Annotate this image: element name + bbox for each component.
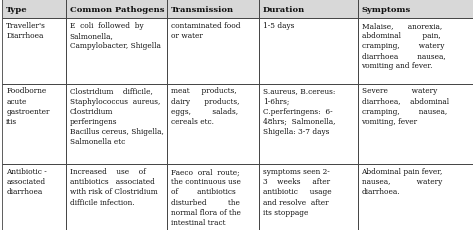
Text: Traveller's
Diarrhoea: Traveller's Diarrhoea [6,22,46,40]
Bar [358,165,473,230]
Bar [259,19,358,84]
Bar [358,84,473,165]
Text: Faeco  oral  route;
the continuous use
of        antibiotics
disturbed         t: Faeco oral route; the continuous use of … [171,167,241,226]
Bar [66,165,167,230]
Text: Antibiotic -
associated
diarrhoea: Antibiotic - associated diarrhoea [6,167,47,196]
Bar [358,19,473,84]
Bar [259,0,358,19]
Text: Common Pathogens: Common Pathogens [70,6,164,14]
Bar [167,84,259,165]
Bar [167,19,259,84]
Text: Severe          watery
diarrhoea,    abdominal
cramping,        nausea,
vomiting: Severe watery diarrhoea, abdominal cramp… [362,87,448,125]
Text: Increased    use    of
antibiotics   associated
with risk of Clostridium
diffici: Increased use of antibiotics associated … [70,167,157,206]
Text: Transmission: Transmission [171,6,234,14]
Text: S.aureus, B.cereus:
1-6hrs;
C.perferingens:  6-
48hrs;  Salmonella,
Shigella: 3-: S.aureus, B.cereus: 1-6hrs; C.perferinge… [263,87,335,135]
Bar [259,165,358,230]
Text: Clostridium    difficile,
Staphylococcus  aureus,
Clostridium
perferingens
Bacil: Clostridium difficile, Staphylococcus au… [70,87,164,145]
Text: E  coli  followed  by
Salmonella,
Campylobacter, Shigella: E coli followed by Salmonella, Campyloba… [70,22,161,50]
Bar [259,84,358,165]
Text: contaminated food
or water: contaminated food or water [171,22,240,40]
Bar [167,0,259,19]
Bar [259,0,358,19]
Text: Foodborne
acute
gastroenter
itis: Foodborne acute gastroenter itis [6,87,50,125]
Bar [358,0,473,19]
Text: 1-5 days: 1-5 days [263,22,294,30]
Text: Type: Type [6,6,28,14]
Text: Malaise,      anorexia,
abdominal         pain,
cramping,        watery
diarrhoe: Malaise, anorexia, abdominal pain, cramp… [362,22,445,70]
Bar [2,84,66,165]
Bar [2,0,66,19]
Bar [2,165,66,230]
Bar [167,0,259,19]
Text: symptoms seen 2-
3    weeks     after
antibiotic     usage
and resolve  after
it: symptoms seen 2- 3 weeks after antibioti… [263,167,331,216]
Bar [66,0,167,19]
Text: Abdominal pain fever,
nausea,           watery
diarrhoea.: Abdominal pain fever, nausea, watery dia… [362,167,443,196]
Bar [2,19,66,84]
Text: Symptoms: Symptoms [362,6,411,14]
Bar [167,165,259,230]
Bar [358,0,473,19]
Bar [66,84,167,165]
Bar [2,0,66,19]
Text: meat     products,
dairy      products,
eggs,         salads,
cereals etc.: meat products, dairy products, eggs, sal… [171,87,239,125]
Text: Duration: Duration [263,6,305,14]
Bar [66,19,167,84]
Bar [66,0,167,19]
